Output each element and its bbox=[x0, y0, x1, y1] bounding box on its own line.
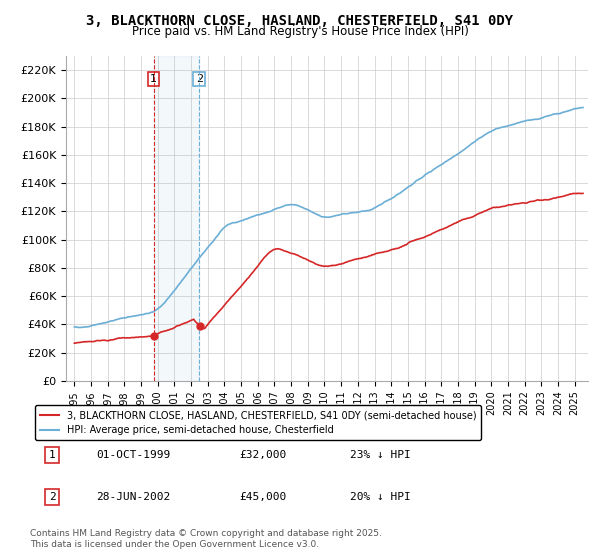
Text: Contains HM Land Registry data © Crown copyright and database right 2025.
This d: Contains HM Land Registry data © Crown c… bbox=[30, 529, 382, 549]
Text: 28-JUN-2002: 28-JUN-2002 bbox=[96, 492, 170, 502]
Text: 2: 2 bbox=[49, 492, 55, 502]
Text: 01-OCT-1999: 01-OCT-1999 bbox=[96, 450, 170, 460]
Text: 3, BLACKTHORN CLOSE, HASLAND, CHESTERFIELD, S41 0DY: 3, BLACKTHORN CLOSE, HASLAND, CHESTERFIE… bbox=[86, 14, 514, 28]
Text: £32,000: £32,000 bbox=[240, 450, 287, 460]
Text: 1: 1 bbox=[150, 74, 157, 84]
Text: 20% ↓ HPI: 20% ↓ HPI bbox=[350, 492, 411, 502]
Text: Price paid vs. HM Land Registry's House Price Index (HPI): Price paid vs. HM Land Registry's House … bbox=[131, 25, 469, 38]
Text: 2: 2 bbox=[196, 74, 203, 84]
Text: 23% ↓ HPI: 23% ↓ HPI bbox=[350, 450, 411, 460]
Legend: 3, BLACKTHORN CLOSE, HASLAND, CHESTERFIELD, S41 0DY (semi-detached house), HPI: : 3, BLACKTHORN CLOSE, HASLAND, CHESTERFIE… bbox=[35, 405, 481, 440]
Bar bbox=[154, 56, 199, 381]
Text: 1: 1 bbox=[49, 450, 55, 460]
Text: £45,000: £45,000 bbox=[240, 492, 287, 502]
